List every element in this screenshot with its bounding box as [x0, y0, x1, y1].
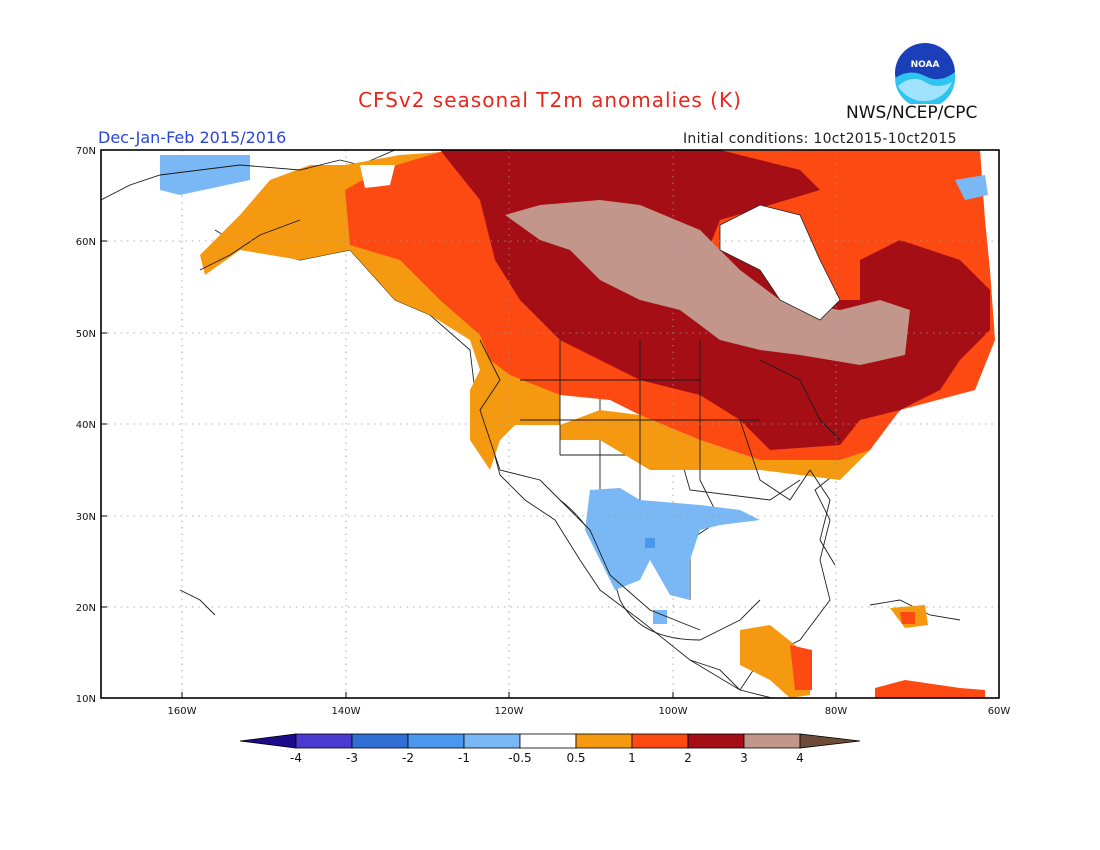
colorbar-label: 0.5 — [566, 751, 585, 765]
colorbar-segment — [407, 733, 465, 749]
lon-label: 60W — [988, 706, 1011, 717]
noaa-logo: NOAA — [895, 43, 955, 104]
colorbar-segment — [463, 733, 521, 749]
initial-conditions: Initial conditions: 10ct2015-10ct2015 — [683, 131, 957, 147]
gridlines — [101, 150, 999, 698]
colorbar-segment — [575, 733, 633, 749]
white-patch — [360, 165, 395, 188]
colorbar-label: 3 — [740, 751, 748, 765]
lon-label: 140W — [332, 706, 361, 717]
colorbar-label: 2 — [684, 751, 692, 765]
cool-region-mexico — [585, 488, 760, 600]
colorbar-segment — [519, 733, 577, 749]
warm-region-4 — [505, 200, 910, 365]
colorbar-arrow-high — [799, 733, 861, 749]
lat-label: 40N — [76, 420, 96, 431]
colorbar-segment — [351, 733, 409, 749]
lon-label: 120W — [495, 706, 524, 717]
chart-title: CFSv2 seasonal T2m anomalies (K) — [358, 88, 742, 112]
colorbar-label: -1 — [458, 751, 470, 765]
organization-label: NWS/NCEP/CPC — [846, 103, 978, 123]
boundaries — [101, 159, 841, 691]
hudson-bay — [719, 204, 841, 321]
lon-label: 100W — [659, 706, 688, 717]
lat-label: 10N — [76, 694, 96, 705]
colorbar-segment — [295, 733, 353, 749]
colorbar — [239, 733, 861, 749]
cool-cell — [645, 538, 655, 548]
cool-cell — [653, 610, 667, 624]
colorbar-label: -0.5 — [508, 751, 531, 765]
colorbar-labels: -4 -3 -2 -1 -0.5 0.5 1 2 3 4 — [290, 751, 804, 765]
lat-label: 20N — [76, 603, 96, 614]
colorbar-label: -2 — [402, 751, 414, 765]
lon-labels: 160W 140W 120W 100W 80W 60W — [168, 706, 1011, 717]
lon-label: 80W — [825, 706, 848, 717]
cool-region-alaska — [160, 155, 250, 195]
period-label: Dec-Jan-Feb 2015/2016 — [98, 128, 287, 147]
lat-label: 50N — [76, 329, 96, 340]
colorbar-label: 1 — [628, 751, 636, 765]
logo-text: NOAA — [911, 60, 940, 70]
axis-ticks — [101, 149, 837, 698]
warm-region-central-america-2 — [790, 645, 812, 690]
lat-label: 30N — [76, 512, 96, 523]
colorbar-arrow-low — [239, 733, 297, 749]
colorbar-segment — [743, 733, 801, 749]
colorbar-segment — [631, 733, 689, 749]
lon-label: 160W — [168, 706, 197, 717]
cool-region-greenland — [955, 175, 988, 200]
colorbar-segment — [687, 733, 745, 749]
warm-region-south-america — [875, 680, 985, 698]
lat-labels: 70N 60N 50N 40N 30N 20N 10N — [76, 146, 96, 705]
warm-region-caribbean-2 — [900, 612, 915, 624]
lat-label: 60N — [76, 237, 96, 248]
colorbar-label: 4 — [796, 751, 804, 765]
lat-label: 70N — [76, 146, 96, 157]
anomaly-fields — [160, 150, 995, 698]
colorbar-label: -4 — [290, 751, 302, 765]
colorbar-label: -3 — [346, 751, 358, 765]
